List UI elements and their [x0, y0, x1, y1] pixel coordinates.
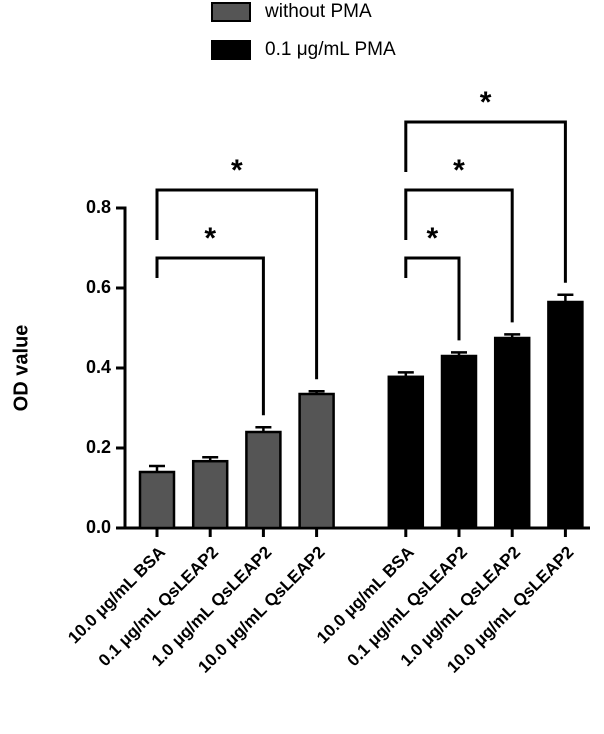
significance-bracket	[155, 188, 319, 380]
x-tick-label: 10.0 μg/mL BSA	[64, 543, 169, 648]
y-axis-label: OD value	[10, 325, 32, 412]
y-tick-label: 0.6	[86, 277, 111, 297]
bar	[547, 300, 584, 530]
bar	[191, 459, 229, 530]
significance-label: *	[480, 86, 492, 119]
bar	[138, 470, 176, 530]
significance-label: *	[204, 222, 216, 255]
bar	[298, 392, 335, 530]
x-tick-label: 10.0 μg/mL BSA	[313, 543, 418, 648]
y-tick-label: 0.0	[86, 517, 111, 537]
y-tick-label: 0.2	[86, 437, 111, 457]
significance-label: *	[453, 154, 465, 187]
significance-label: *	[231, 154, 243, 187]
y-tick-label: 0.4	[86, 357, 111, 377]
bar	[245, 430, 282, 530]
significance-bracket	[404, 188, 514, 323]
legend-swatch	[211, 2, 251, 22]
legend-swatch	[211, 40, 251, 60]
bar	[493, 336, 531, 530]
significance-bracket	[155, 256, 265, 416]
significance-label: *	[427, 222, 439, 255]
bar	[387, 375, 425, 530]
significance-bracket	[404, 120, 567, 283]
significance-bracket	[404, 256, 461, 341]
bar	[440, 354, 478, 530]
legend-label: 0.1 μg/mL PMA	[265, 39, 396, 60]
y-tick-label: 0.8	[86, 197, 111, 217]
legend-label: without PMA	[264, 1, 372, 22]
